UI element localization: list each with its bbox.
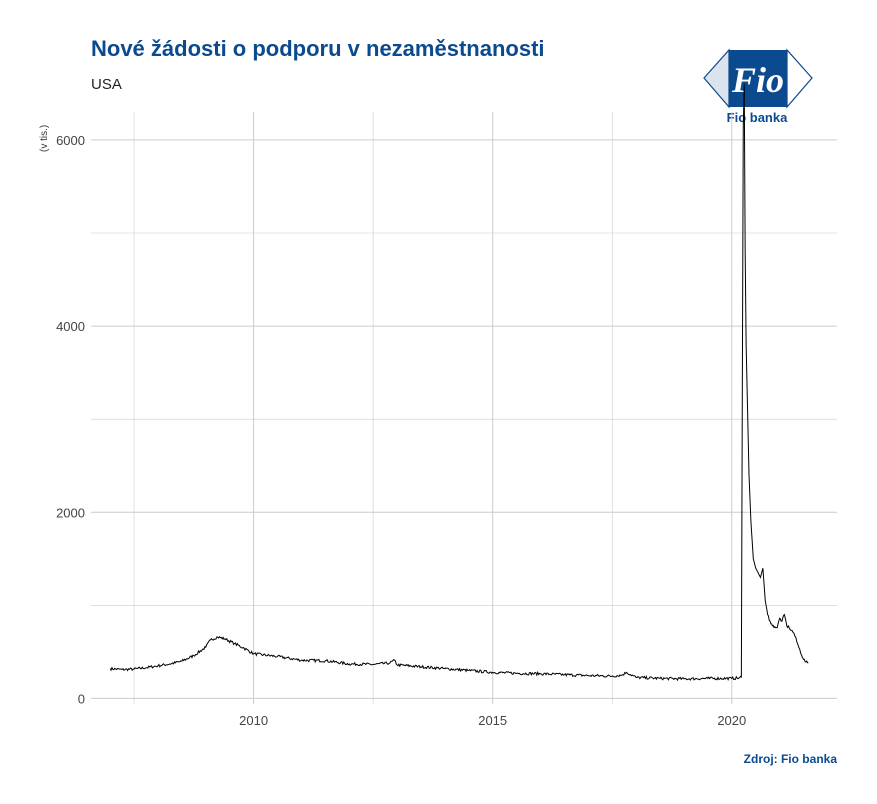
y-tick-label: 2000 bbox=[56, 505, 85, 520]
chart-subtitle: USA bbox=[91, 76, 122, 93]
source-note: Zdroj: Fio banka bbox=[743, 752, 837, 766]
y-tick-label: 0 bbox=[78, 691, 85, 706]
x-tick-label: 2015 bbox=[478, 713, 507, 728]
series-line bbox=[109, 84, 809, 682]
svg-text:Fio: Fio bbox=[731, 60, 784, 100]
fio-logo-icon: Fio bbox=[703, 48, 813, 109]
y-tick-label: 6000 bbox=[56, 133, 85, 148]
logo-brand-name: Fio banka bbox=[726, 110, 788, 125]
grid-lines bbox=[91, 112, 837, 704]
axis-ticks: 0 2000 4000 6000 2010 2015 2020 bbox=[56, 133, 746, 728]
y-axis-label: (v tis.) bbox=[39, 125, 50, 152]
x-tick-label: 2020 bbox=[717, 713, 746, 728]
y-tick-label: 4000 bbox=[56, 319, 85, 334]
x-tick-label: 2010 bbox=[239, 713, 268, 728]
chart-title: Nové žádosti o podporu v nezaměstnanosti bbox=[91, 36, 545, 61]
